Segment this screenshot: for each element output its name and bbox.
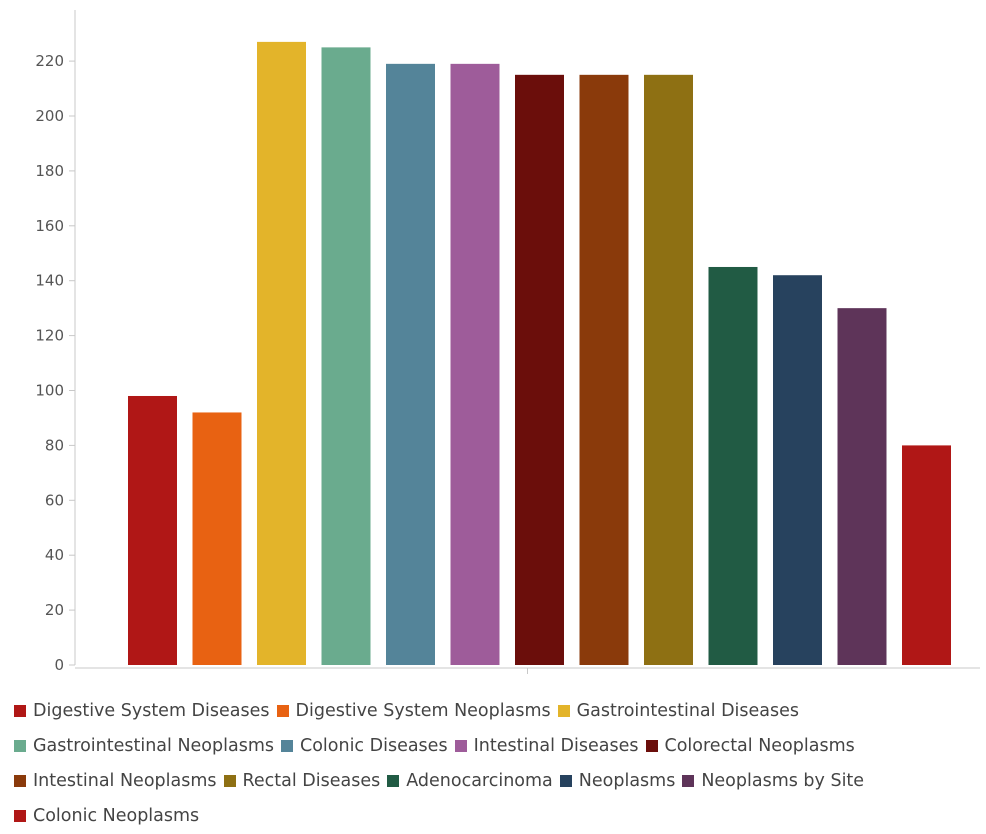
y-tick-label: 220 [35, 52, 64, 70]
bar-6[interactable] [450, 63, 500, 666]
legend-label: Rectal Diseases [242, 771, 381, 791]
legend-swatch [14, 775, 26, 787]
y-tick-label: 80 [45, 436, 64, 454]
legend-item[interactable]: Rectal Diseases [223, 764, 381, 799]
bars [128, 41, 951, 666]
legend-swatch [645, 740, 658, 752]
bar-13[interactable] [902, 445, 951, 665]
y-tick-label: 20 [45, 601, 64, 619]
legend-item[interactable]: Digestive System Diseases [14, 694, 270, 729]
legend-item[interactable]: Gastrointestinal Neoplasms [14, 729, 274, 764]
y-tick-label: 140 [35, 272, 64, 290]
legend-label: Neoplasms [578, 771, 676, 791]
legend-swatch [276, 705, 289, 717]
legend-item[interactable]: Intestinal Neoplasms [14, 764, 217, 799]
y-tick-label: 100 [35, 382, 64, 400]
legend-label: Intestinal Neoplasms [33, 771, 217, 791]
bar-4[interactable] [321, 47, 371, 665]
legend: Digestive System Diseases Digestive Syste… [14, 694, 974, 834]
y-tick-label: 40 [45, 546, 64, 564]
bar-5[interactable] [386, 63, 435, 666]
bar-10[interactable] [708, 266, 758, 665]
y-tick-label: 120 [35, 327, 64, 345]
bar-3[interactable] [257, 41, 306, 665]
legend-item[interactable]: Adenocarcinoma [387, 764, 553, 799]
legend-swatch [559, 775, 572, 787]
legend-swatch [387, 775, 400, 787]
bar-1[interactable] [128, 395, 177, 665]
legend-swatch [14, 705, 26, 717]
legend-label: Colorectal Neoplasms [664, 736, 855, 756]
legend-swatch [557, 705, 570, 717]
y-tick-label: 160 [35, 217, 64, 235]
legend-label: Digestive System Neoplasms [295, 701, 551, 721]
y-tick-label: 0 [54, 656, 64, 674]
legend-item[interactable]: Neoplasms [559, 764, 676, 799]
legend-label: Gastrointestinal Diseases [576, 701, 800, 721]
legend-item[interactable]: Intestinal Diseases [454, 729, 639, 764]
x-axis [75, 667, 980, 674]
bar-2[interactable] [192, 412, 242, 665]
bar-11[interactable] [773, 275, 822, 665]
y-tick-label: 60 [45, 491, 64, 509]
legend-item[interactable]: Gastrointestinal Diseases [557, 694, 800, 729]
legend-label: Gastrointestinal Neoplasms [33, 736, 274, 756]
legend-label: Adenocarcinoma [406, 771, 553, 791]
legend-label: Digestive System Diseases [33, 701, 270, 721]
legend-item[interactable]: Colorectal Neoplasms [645, 729, 855, 764]
legend-swatch [682, 775, 695, 787]
y-tick-label: 180 [35, 162, 64, 180]
bar-chart: 0 20 40 60 80 100 120 140 160 180 200 220 [35, 10, 980, 674]
bar-8[interactable] [579, 74, 629, 665]
legend-item[interactable]: Digestive System Neoplasms [276, 694, 551, 729]
legend-swatch [280, 740, 293, 752]
legend-item[interactable]: Colonic Diseases [280, 729, 448, 764]
legend-label: Colonic Diseases [299, 736, 448, 756]
legend-swatch [14, 740, 26, 752]
legend-swatch [14, 810, 26, 822]
legend-swatch [223, 775, 236, 787]
bar-7[interactable] [515, 74, 564, 665]
legend-item[interactable]: Neoplasms by Site [682, 764, 864, 799]
bar-9[interactable] [644, 74, 693, 665]
legend-label: Colonic Neoplasms [33, 806, 200, 826]
legend-label: Intestinal Diseases [473, 736, 639, 756]
legend-swatch [454, 740, 467, 752]
legend-item[interactable]: Colonic Neoplasms [14, 799, 199, 834]
legend-label: Neoplasms by Site [701, 771, 865, 791]
bar-12[interactable] [837, 308, 887, 665]
y-tick-label: 200 [35, 107, 64, 125]
y-axis: 0 20 40 60 80 100 120 140 160 180 200 220 [35, 10, 76, 674]
